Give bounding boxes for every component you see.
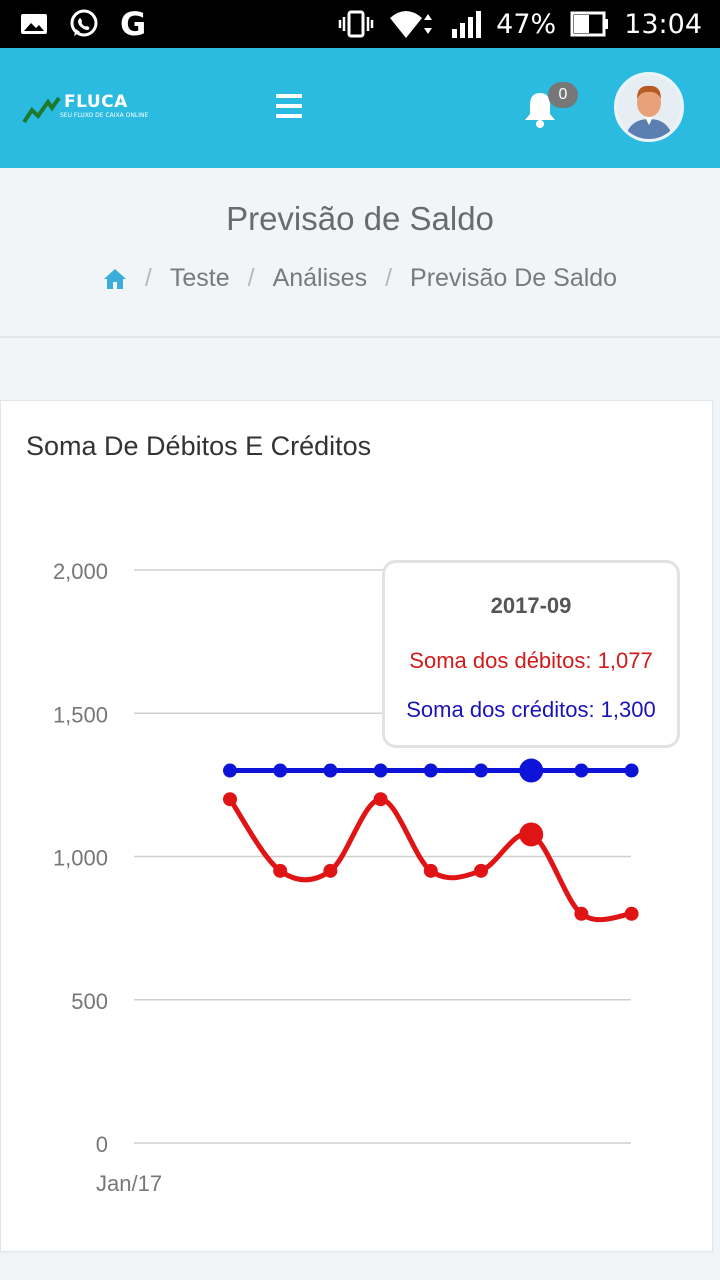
y-tick-label: 1,500: [53, 702, 108, 727]
debit-point: [323, 863, 338, 878]
user-avatar-icon: [617, 75, 681, 139]
debit-point: [574, 906, 589, 921]
breadcrumb-item-teste[interactable]: Teste: [169, 264, 230, 292]
credit-point: [519, 758, 544, 783]
battery-icon: [570, 11, 609, 37]
breadcrumb-separator: /: [144, 264, 152, 292]
y-tick-label: 0: [96, 1132, 108, 1157]
app-header: FLUCA SEU FLUXO DE CAIXA ONLINE 0: [0, 48, 720, 168]
breadcrumb-separator: /: [385, 264, 393, 292]
logo-text: FLUCA: [64, 92, 128, 112]
debit-point: [519, 822, 544, 847]
x-tick-label: Jan/17: [96, 1171, 162, 1196]
debit-point: [423, 863, 438, 878]
avatar[interactable]: [614, 72, 684, 142]
battery-percent: 47%: [496, 8, 557, 40]
chart-card: Soma De Débitos E Créditos 0 500 1,000 1,50…: [0, 400, 713, 1252]
debit-point: [273, 863, 288, 878]
wifi-icon: [390, 11, 433, 38]
logo-chart-icon: [22, 96, 61, 124]
y-tick-label: 500: [71, 989, 108, 1014]
breadcrumb: / Teste / Análises / Previsão De Saldo: [0, 264, 720, 293]
page-header: Previsão de Saldo / Teste / Análises / P…: [0, 168, 720, 338]
tooltip-debit-value: Soma dos débitos: 1,077: [409, 648, 653, 673]
menu-icon[interactable]: [274, 91, 304, 121]
logo[interactable]: FLUCA SEU FLUXO DE CAIXA ONLINE: [22, 92, 149, 126]
chart-title: Soma De Débitos E Créditos: [26, 431, 372, 461]
line-chart[interactable]: 0 500 1,000 1,500 2,000 Jan/17: [1, 401, 714, 1253]
logo-tagline: SEU FLUXO DE CAIXA ONLINE: [60, 112, 149, 119]
notification-count-badge: 0: [548, 82, 578, 108]
breadcrumb-separator: /: [247, 264, 255, 292]
home-icon[interactable]: [103, 268, 127, 290]
credit-point: [373, 763, 388, 778]
debit-point: [624, 906, 639, 921]
credit-point: [574, 763, 589, 778]
page-title: Previsão de Saldo: [226, 200, 494, 237]
bell-icon: [525, 93, 555, 128]
debit-point: [474, 863, 488, 878]
debit-line: [227, 796, 635, 923]
image-icon: [21, 14, 47, 34]
notifications-button[interactable]: 0: [520, 82, 584, 136]
breadcrumb-item-current: Previsão De Saldo: [410, 264, 618, 292]
y-tick-label: 2,000: [53, 559, 108, 584]
credit-point: [273, 763, 288, 778]
whatsapp-icon: [70, 9, 98, 37]
clock: 13:04: [624, 8, 702, 40]
chart-tooltip: 2017-09 Soma dos débitos: 1,077 Soma dos…: [382, 560, 680, 748]
debit-point: [223, 792, 237, 807]
status-bar: G 47% 13:04: [0, 0, 720, 48]
breadcrumb-item-analises[interactable]: Análises: [272, 264, 368, 292]
google-icon: G: [120, 5, 147, 43]
y-tick-label: 1,000: [53, 846, 108, 871]
tooltip-credit-value: Soma dos créditos: 1,300: [406, 697, 656, 722]
credit-point: [624, 763, 639, 778]
credit-point: [323, 763, 338, 778]
debit-point: [373, 792, 388, 807]
credit-point: [423, 763, 438, 778]
signal-icon: [452, 11, 482, 38]
vibrate-icon: [338, 10, 374, 38]
credit-point: [223, 763, 237, 778]
tooltip-date: 2017-09: [490, 593, 572, 618]
credit-point: [474, 763, 488, 778]
